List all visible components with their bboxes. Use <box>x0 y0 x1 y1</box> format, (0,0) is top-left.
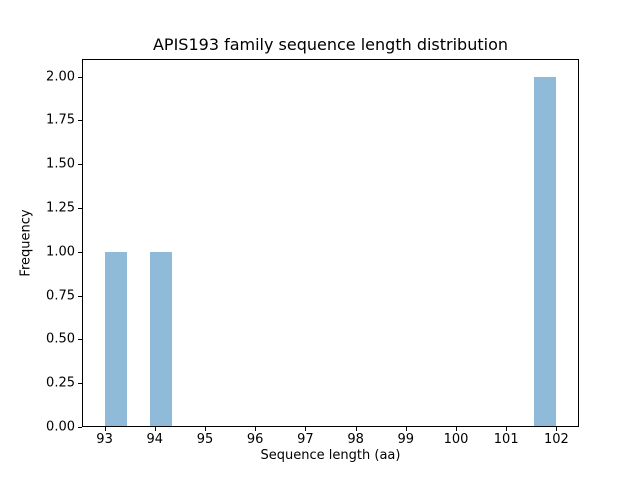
x-tick-mark <box>255 427 257 431</box>
y-tick-mark <box>78 251 82 253</box>
y-tick-label: 1.00 <box>46 244 75 260</box>
y-axis-label: Frequency <box>18 209 34 277</box>
x-axis-label: Sequence length (aa) <box>260 448 401 463</box>
y-tick-label: 1.75 <box>46 112 75 128</box>
x-tick-label: 98 <box>347 432 364 447</box>
x-tick-label: 101 <box>493 432 519 447</box>
histogram-bar <box>104 251 128 427</box>
x-tick-mark <box>456 427 457 431</box>
x-tick-mark <box>104 427 106 431</box>
histogram-bar <box>149 251 173 427</box>
x-tick-mark <box>405 427 407 431</box>
x-tick-mark <box>355 427 357 431</box>
x-tick-label: 97 <box>297 432 314 447</box>
histogram-bar <box>533 76 557 427</box>
x-tick-label: 95 <box>196 432 214 447</box>
y-tick-mark <box>78 339 82 341</box>
y-tick-mark <box>78 207 82 209</box>
y-tick-label: 0.00 <box>46 419 75 435</box>
x-tick-mark <box>305 427 307 431</box>
x-tick-label: 94 <box>146 432 164 447</box>
y-tick-mark <box>78 295 82 297</box>
y-tick-mark <box>78 427 82 428</box>
y-tick-mark <box>78 76 82 78</box>
y-tick-mark <box>78 383 82 385</box>
y-tick-label: 0.50 <box>46 331 75 347</box>
x-tick-mark <box>204 427 206 431</box>
x-tick-label: 99 <box>397 432 415 447</box>
x-tick-mark <box>154 427 156 431</box>
y-tick-mark <box>78 120 82 122</box>
y-tick-label: 0.25 <box>46 375 75 391</box>
y-tick-label: 1.25 <box>46 200 75 216</box>
x-tick-mark <box>556 427 558 431</box>
chart-title: APIS193 family sequence length distribut… <box>152 35 508 54</box>
y-tick-label: 1.50 <box>46 156 75 172</box>
y-tick-label: 2.00 <box>46 69 75 85</box>
y-tick-label: 0.75 <box>46 288 75 304</box>
x-tick-mark <box>506 427 508 431</box>
x-tick-label: 93 <box>96 432 113 447</box>
x-tick-label: 102 <box>543 432 569 447</box>
x-tick-label: 100 <box>443 432 469 447</box>
y-tick-mark <box>78 164 82 166</box>
x-tick-label: 96 <box>246 432 264 447</box>
